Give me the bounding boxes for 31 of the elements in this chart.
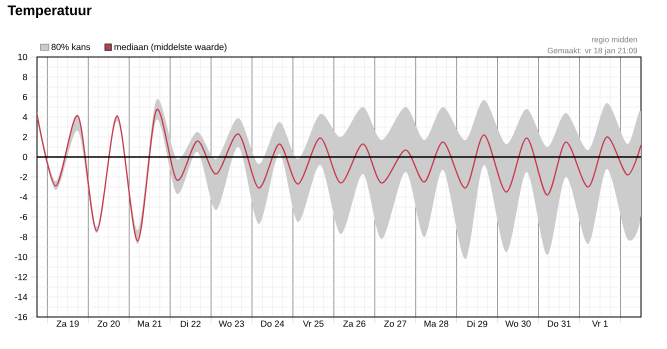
chart-title: Temperatuur bbox=[8, 6, 92, 18]
x-tick-label: Za 26 bbox=[343, 320, 366, 327]
x-tick-label: Zo 27 bbox=[384, 320, 406, 327]
y-tick-label: 6 bbox=[22, 94, 28, 100]
y-tick-label: -4 bbox=[20, 194, 28, 200]
x-tick-label: Di 22 bbox=[180, 320, 201, 328]
y-tick-label: -6 bbox=[20, 214, 28, 220]
x-tick-label: Do 24 bbox=[261, 320, 284, 327]
y-tick-label: -10 bbox=[14, 254, 28, 260]
y-tick-label: 2 bbox=[22, 134, 28, 140]
y-tick-label: 8 bbox=[22, 74, 28, 80]
y-tick-label: 0 bbox=[22, 154, 28, 160]
x-tick-label: Wo 23 bbox=[218, 320, 244, 327]
x-tick-label: Vr 25 bbox=[302, 320, 324, 327]
y-tick-label: 4 bbox=[22, 114, 28, 120]
y-tick-label: -14 bbox=[14, 294, 28, 300]
x-tick-label: Zo 20 bbox=[97, 320, 120, 327]
x-tick-label: Do 31 bbox=[548, 320, 571, 327]
x-tick-label: Vr 1 bbox=[592, 320, 608, 327]
legend-title: 80% kans bbox=[51, 44, 90, 50]
y-tick-label: -16 bbox=[14, 314, 28, 320]
x-tick-label: Ma 21 bbox=[138, 320, 162, 327]
legend-label: mediaan (middelste waarde) bbox=[114, 44, 226, 52]
x-tick-label: Ma 28 bbox=[424, 320, 448, 327]
y-tick-label: -12 bbox=[14, 274, 28, 280]
y-tick-label: -2 bbox=[20, 174, 28, 180]
y-tick-label: 10 bbox=[18, 54, 28, 60]
x-tick-label: Za 19 bbox=[56, 320, 79, 327]
x-tick-label: Wo 30 bbox=[505, 320, 531, 327]
y-tick-label: -8 bbox=[20, 234, 28, 240]
x-tick-label: Di 29 bbox=[467, 320, 488, 328]
